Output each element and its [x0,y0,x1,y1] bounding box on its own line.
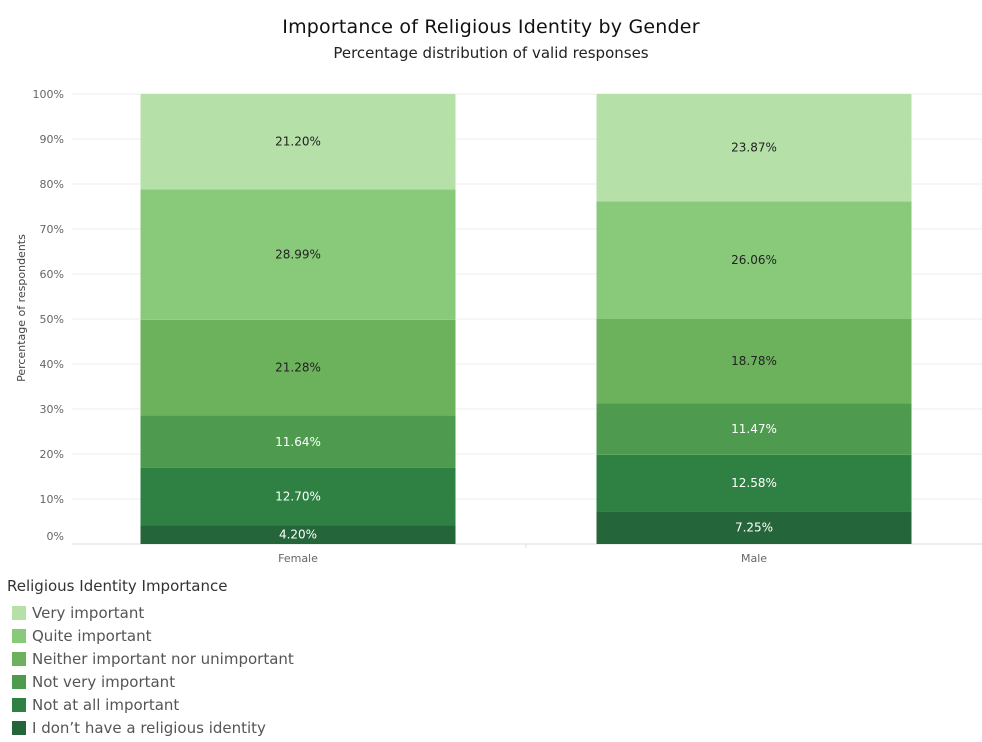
bar-stack-male: 7.25% 12.58% 11.47% 18.78% 26.06% 23.87% [596,94,912,544]
bar-segment [140,467,456,526]
y-tick-label: 100% [33,88,64,101]
data-label: 12.58% [731,476,777,490]
legend-label: Not very important [32,672,176,691]
y-tick-label: 30% [40,403,64,416]
x-tick-label: Female [278,552,318,565]
chart-title: Importance of Religious Identity by Gend… [282,16,700,38]
y-tick-label: 0% [47,530,64,543]
y-tick-label: 40% [40,358,64,371]
y-axis-ticks: 0% 10% 20% 30% 40% 50% 60% 70% 80% 90% 100% [33,88,64,543]
legend-item: Not very important [7,670,427,693]
bar-segment [596,403,912,455]
data-label: 26.06% [731,253,777,267]
legend-swatch [12,628,26,643]
bar-segment [596,454,912,512]
data-label: 28.99% [275,248,321,262]
y-tick-label: 20% [40,448,64,461]
bar-segment [140,189,456,320]
bar-segment [596,511,912,544]
legend-item: Very important [7,601,427,624]
data-label: 21.20% [275,135,321,149]
chart-subtitle: Percentage distribution of valid respons… [333,44,649,62]
bar-segment [140,319,456,416]
legend: Religious Identity Importance Very impor… [7,576,427,739]
legend-label: I don’t have a religious identity [32,718,266,737]
data-label: 21.28% [275,361,321,375]
legend-label: Very important [32,603,145,622]
x-tick-label: Male [741,552,767,565]
legend-swatch [12,651,26,666]
y-tick-label: 80% [40,178,64,191]
legend-title: Religious Identity Importance [7,577,228,595]
legend-item: Quite important [7,624,427,647]
legend-swatch [12,720,26,735]
y-tick-label: 90% [40,133,64,146]
bar-segment [140,94,456,190]
legend-swatch [12,674,26,689]
data-label: 18.78% [731,354,777,368]
data-label: 7.25% [735,521,773,535]
data-label: 23.87% [731,141,777,155]
bar-segment [140,525,456,544]
data-label: 12.70% [275,490,321,504]
bar-segment [140,415,456,468]
legend-item: I don’t have a religious identity [7,716,427,739]
data-label: 11.64% [275,435,321,449]
bar-stack-female: 4.20% 12.70% 11.64% 21.28% 28.99% 21.20% [140,94,456,544]
legend-swatch [12,605,26,620]
legend-items: Very important Quite important Neither imp… [7,601,427,739]
legend-label: Not at all important [32,695,180,714]
y-tick-label: 50% [40,313,64,326]
y-axis-label: Percentage of respondents [15,234,28,382]
y-tick-label: 60% [40,268,64,281]
legend-swatch [12,697,26,712]
y-tick-label: 10% [40,493,64,506]
bar-segment [596,94,912,202]
legend-item: Not at all important [7,693,427,716]
chart-plot: 4.20% 12.70% 11.64% 21.28% 28.99% 21.20% 7.25%… [15,88,982,565]
bar-segment [596,201,912,319]
bars: 4.20% 12.70% 11.64% 21.28% 28.99% 21.20% 7.25%… [140,94,912,544]
y-tick-label: 70% [40,223,64,236]
legend-label: Quite important [32,626,152,645]
legend-item: Neither important nor unimportant [7,647,427,670]
data-label: 11.47% [731,422,777,436]
legend-label: Neither important nor unimportant [32,649,294,668]
data-label: 4.20% [279,528,317,542]
x-axis-ticks: Female Male [278,552,767,565]
bar-segment [596,318,912,404]
